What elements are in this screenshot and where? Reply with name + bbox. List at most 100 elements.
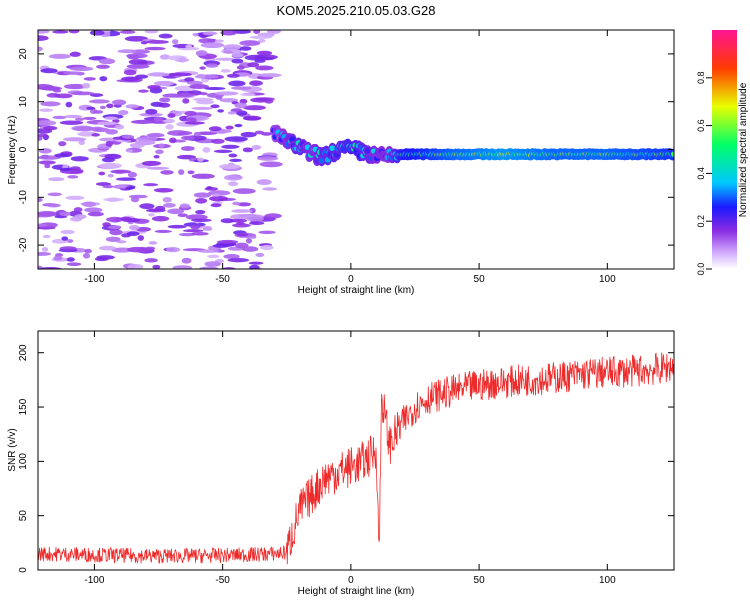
- noise-blob: [120, 216, 132, 221]
- noise-blob: [167, 208, 185, 215]
- x-tick-label: -100: [84, 575, 104, 586]
- noise-blob: [178, 57, 186, 63]
- noise-blob: [199, 66, 206, 70]
- noise-blob: [48, 53, 71, 59]
- noise-blob: [215, 91, 239, 96]
- noise-blob: [52, 115, 67, 120]
- noise-blob: [119, 30, 136, 34]
- noise-blob: [41, 247, 49, 252]
- noise-blob: [127, 263, 144, 269]
- noise-blob: [264, 213, 282, 219]
- noise-blob: [69, 66, 94, 72]
- noise-blob: [46, 203, 61, 208]
- noise-blob: [190, 224, 201, 230]
- noise-blob: [115, 177, 137, 181]
- noise-blob: [204, 261, 222, 267]
- noise-blob: [105, 129, 118, 135]
- noise-blob: [249, 35, 273, 39]
- noise-blob: [126, 53, 148, 59]
- noise-blob: [195, 210, 206, 215]
- colorbar: 0.0 0.2 0.4 0.6 0.8 Normalized spectral ampl…: [696, 30, 749, 275]
- y-tick-label: 150: [18, 398, 29, 415]
- noise-blob: [258, 38, 266, 43]
- noise-blob: [98, 171, 106, 176]
- noise-blob: [91, 133, 100, 137]
- noise-blob: [217, 109, 224, 113]
- noise-blob: [214, 39, 224, 43]
- noise-blob: [84, 248, 92, 254]
- noise-blob: [247, 62, 260, 68]
- noise-blob: [105, 216, 124, 223]
- noise-blob: [171, 39, 179, 45]
- noise-blob: [127, 171, 138, 178]
- noise-blob: [229, 218, 248, 223]
- noise-blob: [104, 116, 118, 121]
- noise-blob: [249, 264, 260, 269]
- spectrogram-x-ticks: -100 -50 0 50 100: [84, 30, 616, 285]
- noise-blob: [87, 211, 104, 217]
- noise-blob: [221, 144, 240, 149]
- noise-blob: [59, 246, 77, 251]
- noise-blob: [172, 265, 193, 269]
- noise-blob: [59, 211, 71, 217]
- ridge-core: [364, 147, 371, 154]
- noise-blob: [129, 142, 145, 148]
- noise-blob: [154, 229, 173, 233]
- x-tick-label: 0: [348, 274, 354, 285]
- noise-blob: [257, 156, 279, 161]
- noise-blob: [82, 82, 91, 89]
- noise-blob: [180, 146, 195, 151]
- noise-blob: [139, 203, 155, 210]
- noise-blob: [61, 236, 69, 241]
- noise-blob: [167, 113, 176, 118]
- ridge-core: [671, 151, 674, 157]
- noise-blob: [114, 124, 125, 130]
- noise-blob: [253, 30, 261, 34]
- noise-blob: [231, 58, 244, 64]
- x-tick-label: 50: [474, 274, 486, 285]
- noise-blob: [38, 223, 48, 227]
- y-tick-label: 0: [18, 567, 29, 573]
- noise-blob: [180, 135, 195, 141]
- noise-blob: [199, 266, 219, 269]
- noise-blob: [53, 255, 63, 261]
- noise-blob: [163, 202, 176, 208]
- colorbar-label: Normalized spectral amplitude: [738, 82, 749, 217]
- noise-blob: [207, 254, 220, 259]
- noise-blob: [155, 205, 166, 212]
- x-tick-label: -100: [84, 274, 104, 285]
- noise-blob: [38, 210, 57, 217]
- noise-blob: [242, 246, 259, 252]
- y-tick-label: 200: [18, 344, 29, 361]
- noise-blob: [121, 76, 140, 82]
- noise-blob: [84, 207, 103, 213]
- snr-panel: -100 -50 0 50 100 0 50 100 150 200 Height of str…: [7, 330, 675, 597]
- noise-blob: [153, 155, 160, 159]
- noise-blob: [249, 80, 263, 86]
- x-tick-label: -50: [215, 575, 230, 586]
- noise-blob: [97, 121, 117, 126]
- noise-blob: [232, 223, 251, 228]
- noise-blob: [111, 99, 127, 106]
- noise-blob: [112, 118, 120, 123]
- noise-blob: [148, 241, 158, 245]
- noise-blob: [230, 86, 252, 90]
- noise-blob: [99, 105, 106, 110]
- noise-blob: [130, 119, 155, 124]
- colorbar-tick-label: 0.6: [696, 119, 706, 132]
- noise-blob: [38, 197, 43, 203]
- noise-blob: [187, 170, 195, 175]
- noise-blob: [262, 187, 277, 191]
- noise-blob: [38, 251, 51, 256]
- noise-blob: [124, 35, 149, 42]
- noise-blob: [60, 229, 75, 235]
- noise-blob: [38, 30, 50, 34]
- noise-blob: [240, 131, 257, 138]
- noise-blob: [191, 218, 212, 222]
- noise-blob: [177, 213, 188, 218]
- noise-blob: [54, 93, 73, 99]
- noise-blob: [122, 134, 135, 139]
- noise-blob: [224, 136, 248, 142]
- noise-blob: [168, 72, 192, 77]
- noise-blob: [38, 155, 61, 160]
